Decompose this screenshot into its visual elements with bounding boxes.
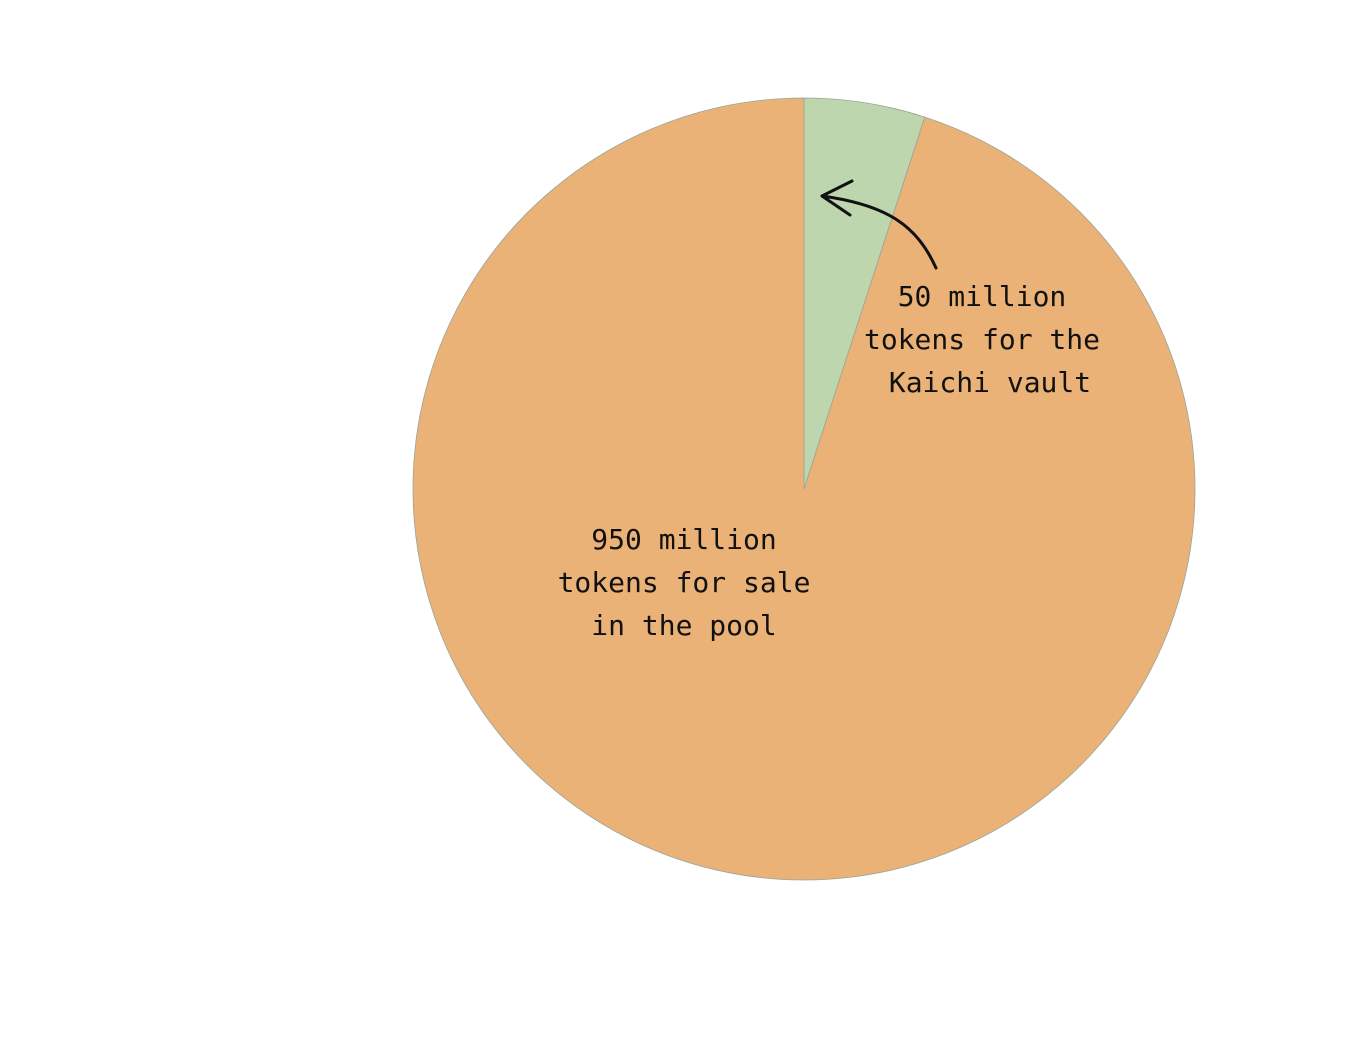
slice-label-line: tokens for sale (558, 566, 811, 599)
annotation-layer (820, 179, 938, 270)
annotation-arrow-shaft (820, 194, 938, 270)
slices-layer (412, 97, 1196, 881)
annotation-arrow-head (820, 179, 854, 217)
labels-layer: 50 million tokens for the Kaichi vault 9… (558, 280, 1100, 642)
pie-slice-1 (412, 97, 1196, 881)
slice-label-line: 50 million (898, 280, 1067, 313)
slice-label-line: Kaichi vault (889, 366, 1091, 399)
slice-label-line: tokens for the (864, 323, 1100, 356)
slice-label-line: in the pool (591, 609, 776, 642)
slice-label-line: 950 million (591, 523, 776, 556)
